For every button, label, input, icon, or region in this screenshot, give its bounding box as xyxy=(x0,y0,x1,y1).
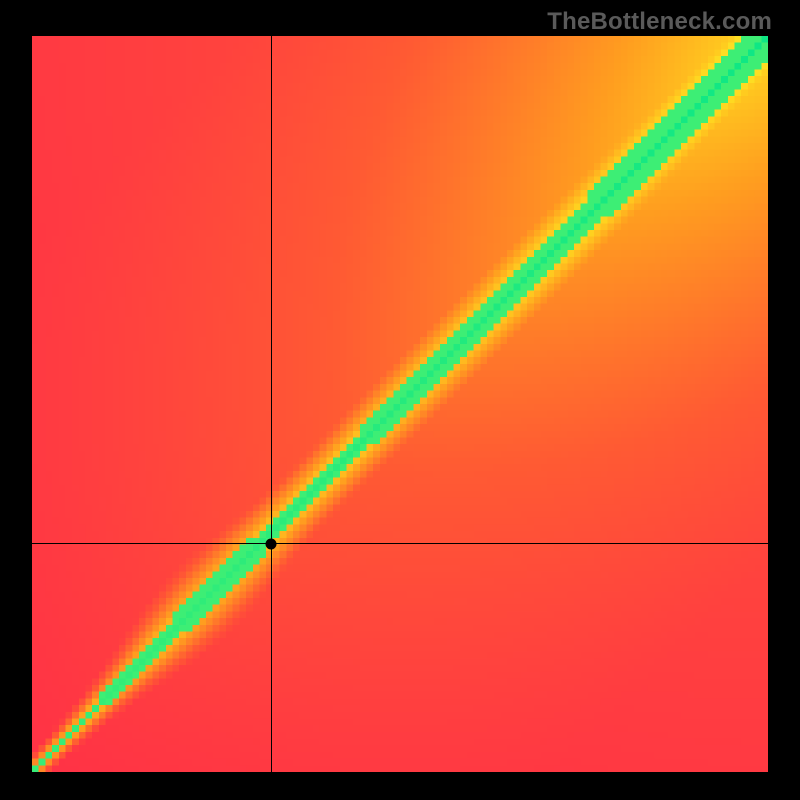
crosshair-horizontal xyxy=(32,543,768,544)
chart-area xyxy=(32,36,768,772)
watermark-text: TheBottleneck.com xyxy=(547,8,772,36)
heatmap-canvas xyxy=(32,36,768,772)
crosshair-vertical xyxy=(271,36,272,772)
marker-point xyxy=(266,538,277,549)
figure-root: TheBottleneck.com xyxy=(0,0,800,800)
